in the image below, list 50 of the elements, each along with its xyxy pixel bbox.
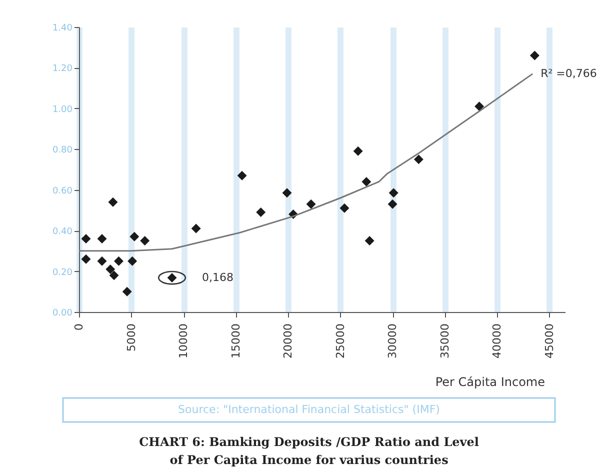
point	[81, 254, 91, 264]
point	[97, 234, 107, 244]
point	[81, 234, 91, 244]
point	[388, 199, 398, 209]
y-tick-label: 0.00	[52, 308, 73, 318]
point	[340, 203, 350, 213]
text: CHART 6: Bamking Deposits /GDP Ratio and Level of Per Capita Income for varius countries	[139, 435, 480, 467]
point	[140, 236, 150, 246]
x-tick-label: 0	[72, 324, 86, 330]
y-tick-label: 1.20	[52, 64, 73, 74]
line-series	[78, 73, 534, 252]
y-tick-label: 0.40	[52, 227, 73, 238]
point	[474, 102, 484, 112]
x-tick-label: 45000	[542, 324, 556, 358]
point	[97, 256, 107, 266]
point	[122, 286, 132, 296]
x-tick-label: 40000	[490, 324, 504, 358]
x-tick-label: 25000	[334, 324, 347, 358]
point	[130, 232, 140, 242]
point	[282, 188, 292, 198]
x-tick-label: 20000	[282, 324, 295, 358]
y-tick-label: 1.00	[52, 104, 73, 115]
point	[364, 236, 374, 246]
x-tick-label: 5000	[124, 324, 138, 352]
x-tick-label: 30000	[386, 324, 400, 358]
y-tick-label: 0.80	[52, 146, 73, 156]
point	[114, 256, 124, 266]
point	[306, 199, 316, 209]
point	[109, 270, 119, 280]
x-tick-label: 35000	[438, 324, 452, 358]
point	[128, 256, 138, 266]
point	[362, 176, 372, 186]
x-tick-label: 10000	[177, 324, 190, 358]
point	[191, 224, 201, 234]
y-tick-label: 0.60	[52, 186, 73, 196]
y-tick-label: 1.40	[52, 24, 73, 34]
point	[108, 197, 118, 207]
point	[388, 188, 398, 198]
source-note: Source: "International Financial Statistics" (IMF)	[178, 403, 440, 416]
point	[353, 146, 363, 156]
y-tick-label: 0.20	[52, 268, 73, 278]
point	[256, 208, 266, 217]
annotation: 0,168	[202, 270, 234, 284]
point	[414, 154, 424, 164]
annotation: R² =0,766	[540, 66, 597, 80]
point	[237, 170, 247, 180]
x-tick-label: 15000	[229, 324, 242, 358]
point	[106, 264, 116, 274]
point	[530, 50, 540, 60]
x-axis-title: Per Cápita Income	[435, 375, 545, 389]
